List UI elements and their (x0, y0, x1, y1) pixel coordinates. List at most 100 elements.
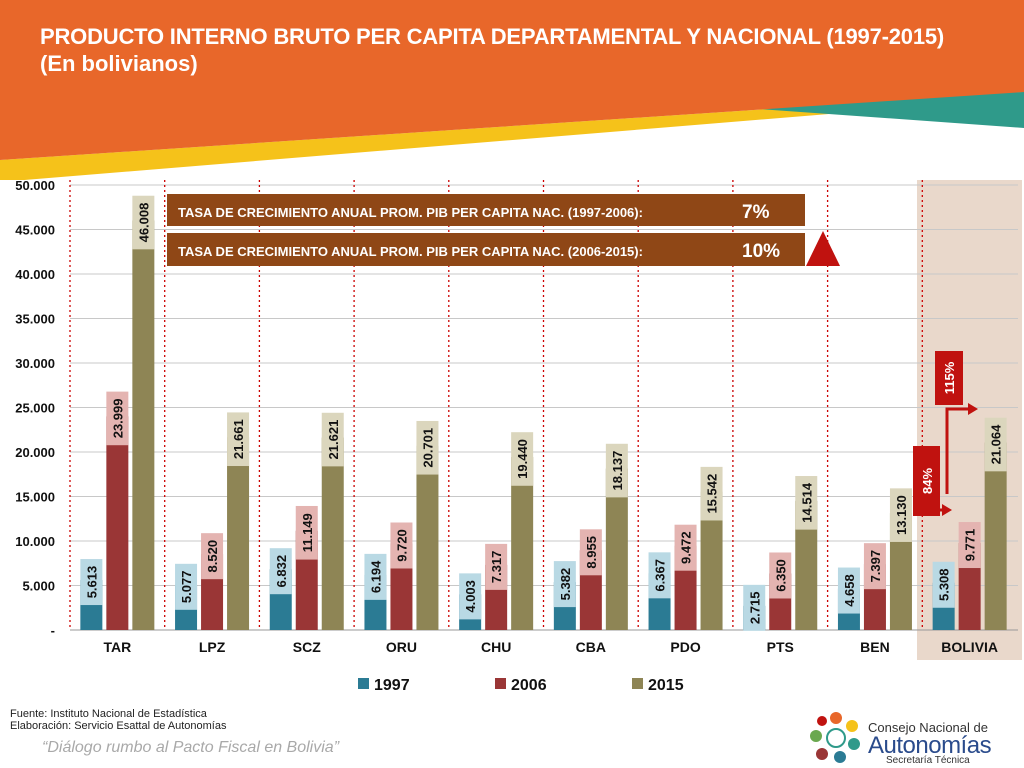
data-label-bg (958, 522, 981, 569)
x-tick-label-lpz: LPZ (199, 639, 226, 655)
autonomias-logo-icon (810, 712, 860, 763)
bar-2006-tar (106, 416, 129, 630)
growth-rate-2-text: TASA DE CRECIMIENTO ANUAL PROM. PIB PER … (178, 244, 643, 259)
bar-2015-ben (889, 513, 912, 630)
data-label-bg (295, 505, 318, 560)
data-label-1997-pts: 2.715 (747, 592, 762, 625)
x-tick-label-oru: ORU (386, 639, 417, 655)
data-label-2015-pdo: 15.542 (705, 474, 720, 514)
y-tick-label: 35.000 (15, 312, 55, 327)
bolivia-growth-annotations: 84% 115% (913, 351, 978, 516)
data-label-bg (579, 529, 602, 576)
source-note: Fuente: Instituto Nacional de Estadístic… (10, 708, 207, 720)
growth-rate-box-2-bg (167, 233, 805, 266)
x-tick-label-bolivia: BOLIVIA (941, 639, 998, 655)
data-label-2015-cba: 18.137 (610, 451, 625, 491)
growth-115-arrow-line (945, 407, 968, 494)
data-label-2006-chu: 7.317 (489, 551, 504, 584)
data-label-bg (700, 466, 723, 521)
bar-2015-cba (605, 468, 628, 630)
data-label-2015-pts: 14.514 (799, 482, 814, 523)
data-label-bg (837, 567, 860, 614)
legend-swatch-1997 (358, 678, 369, 689)
bar-2015-scz (321, 437, 344, 630)
data-label-1997-cba: 5.382 (558, 568, 573, 601)
legend-swatch-2006 (495, 678, 506, 689)
y-tick-label: 45.000 (15, 223, 55, 238)
data-label-2006-scz: 11.149 (300, 513, 315, 552)
data-label-bg (648, 552, 671, 599)
growth-up-triangle-icon (806, 231, 840, 266)
y-tick-label: 10.000 (15, 534, 55, 549)
data-label-bg (605, 443, 628, 498)
bar-2015-oru (416, 445, 439, 630)
legend-swatch-2015 (632, 678, 643, 689)
data-label-2006-cba: 8.955 (584, 536, 599, 569)
y-tick-label: - (51, 623, 55, 638)
x-tick-label-pdo: PDO (670, 639, 700, 655)
data-label-bg (863, 543, 886, 590)
data-label-bg (889, 488, 912, 542)
y-tick-label: 15.000 (15, 490, 55, 505)
growth-rate-box-2: TASA DE CRECIMIENTO ANUAL PROM. PIB PER … (167, 233, 805, 266)
growth-rate-1-text: TASA DE CRECIMIENTO ANUAL PROM. PIB PER … (178, 205, 643, 220)
data-label-2015-bolivia: 21.064 (989, 424, 1004, 465)
slogan: “Diálogo rumbo al Pacto Fiscal en Bolivi… (42, 739, 340, 756)
data-label-bg (743, 584, 766, 631)
data-label-bg (674, 524, 697, 571)
data-label-1997-ben: 4.658 (842, 574, 857, 607)
data-label-2006-ben: 7.397 (868, 550, 883, 583)
y-tick-label: 40.000 (15, 267, 55, 282)
data-label-2015-tar: 46.008 (136, 203, 151, 243)
page-title: PRODUCTO INTERNO BRUTO PER CAPITA DEPART… (40, 24, 945, 49)
data-labels: 5.613 23.999 46.008 5.077 8.520 21.661 6.832 11… (80, 195, 1007, 631)
data-label-2006-pdo: 9.472 (679, 531, 694, 564)
data-label-2015-lpz: 21.661 (231, 419, 246, 459)
data-label-1997-scz: 6.832 (274, 555, 289, 588)
data-label-1997-tar: 5.613 (84, 566, 99, 599)
y-tick-label: 50.000 (15, 178, 55, 193)
growth-115-label: 115% (942, 361, 957, 394)
data-label-2006-tar: 23.999 (110, 399, 125, 439)
data-label-bg (416, 420, 439, 475)
bar-2015-bolivia (984, 442, 1007, 630)
growth-115-arrowhead (968, 403, 978, 415)
bar-2015-pts (795, 500, 818, 630)
growth-84-arrowhead (942, 504, 952, 516)
growth-rate-1-value: 7% (742, 202, 770, 223)
y-tick-label: 25.000 (15, 401, 55, 416)
logo-line-3: Secretaría Técnica (886, 755, 970, 766)
growth-rate-box-1: TASA DE CRECIMIENTO ANUAL PROM. PIB PER … (167, 194, 805, 226)
data-label-bg (984, 417, 1007, 472)
data-label-bg (459, 573, 482, 620)
header-banner (0, 0, 1024, 180)
data-label-1997-oru: 6.194 (368, 560, 383, 593)
data-label-bg (932, 561, 955, 608)
growth-84-badge (913, 446, 940, 516)
legend-label-2015: 2015 (648, 677, 684, 694)
page-subtitle: (En bolivianos) (40, 51, 198, 76)
y-tick-label: 20.000 (15, 445, 55, 460)
logo-line-2: Autonomías (868, 732, 992, 759)
y-tick-label: 30.000 (15, 356, 55, 371)
gdp-bar-chart: - 5.000 10.000 15.000 20.000 25.000 30.000 35.0… (15, 178, 1022, 694)
data-label-bg (175, 563, 198, 610)
data-label-2015-chu: 19.440 (515, 439, 530, 479)
data-label-bg (769, 552, 792, 599)
x-axis-tick-labels: TAR LPZ SCZ ORU CHU CBA PDO PTS BEN BOLIVIA (103, 639, 998, 655)
x-tick-label-cba: CBA (576, 639, 606, 655)
x-tick-label-scz: SCZ (293, 639, 321, 655)
data-label-1997-bolivia: 5.308 (937, 568, 952, 601)
data-label-bg (132, 195, 155, 250)
logo: Consejo Nacional de Autonomías Secretarí… (808, 708, 1008, 766)
data-label-1997-lpz: 5.077 (179, 571, 194, 604)
data-label-bg (553, 561, 576, 608)
growth-84-arrow-line (918, 508, 942, 516)
data-label-2015-scz: 21.621 (326, 420, 341, 460)
yellow-stripe (0, 92, 1024, 180)
orange-banner (0, 0, 1024, 160)
bar-2015-lpz (227, 437, 250, 630)
data-label-2006-pts: 6.350 (773, 559, 788, 592)
data-label-bg (485, 543, 508, 590)
data-label-bg (321, 412, 344, 467)
